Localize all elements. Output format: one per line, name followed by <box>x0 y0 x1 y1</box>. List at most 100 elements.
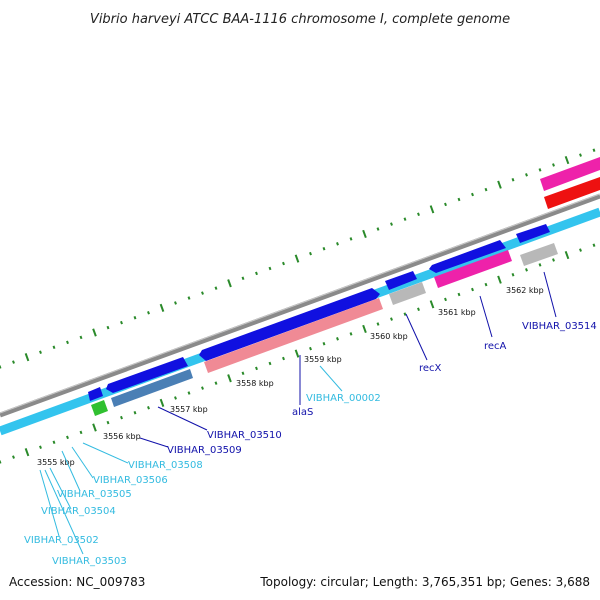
tick-label-3561: 3561 kbp <box>438 308 476 317</box>
inner-ring-tick <box>79 430 83 435</box>
outer-ring-tick <box>52 345 56 350</box>
inner-ring-tick <box>187 391 191 395</box>
forward-cds-segment-3 <box>199 288 380 361</box>
reca-gene <box>434 250 512 288</box>
outer-ring-tick <box>349 237 353 241</box>
outer-ring-tick <box>322 246 326 251</box>
outer-ring-tick <box>403 217 407 221</box>
green-gene <box>91 400 108 416</box>
forward-cds-segment-4 <box>385 271 417 290</box>
outer-ring-tick <box>120 320 123 325</box>
label-vibhar-03504: VIBHAR_03504 <box>41 506 116 517</box>
inner-ring-tick <box>120 415 123 420</box>
inner-ring-tick <box>24 448 30 457</box>
outer-ring-tick <box>376 227 380 231</box>
label-vibhar-03503: VIBHAR_03503 <box>52 556 127 567</box>
leader-recx <box>405 313 428 361</box>
outer-ring-tick <box>579 153 582 157</box>
inner-ring-tick <box>174 396 177 400</box>
inner-ring-tick <box>201 386 204 390</box>
inner-ring-tick <box>0 460 2 464</box>
alas-gene <box>204 298 383 373</box>
label-vibhar-03514: VIBHAR_03514 <box>522 321 597 332</box>
outer-ring-tick <box>429 205 435 214</box>
forward-cds-segment-1 <box>88 387 103 401</box>
leader-vibhar-03503 <box>44 469 84 555</box>
inner-ring-tick <box>92 423 97 432</box>
reverse-cds-vibhar-03510 <box>111 369 193 407</box>
gene-labels: VIBHAR_03514 recA recX VIBHAR_00002 alaS… <box>24 321 597 567</box>
tick-label-3557: 3557 kbp <box>170 405 208 414</box>
outer-ring-tick <box>538 168 542 172</box>
outer-ring-tick <box>390 222 393 226</box>
inner-ring-tick <box>268 361 272 366</box>
inner-ring-tick <box>511 273 515 277</box>
leader-vibhar-03502 <box>39 469 60 537</box>
tick-label-3558: 3558 kbp <box>236 379 274 388</box>
inner-ring-tick <box>322 341 326 346</box>
inner-ring-tick <box>497 275 502 284</box>
label-vibhar-00002: VIBHAR_00002 <box>306 393 381 404</box>
inner-ring-tick <box>227 374 232 383</box>
inner-ring-tick <box>133 410 137 415</box>
recx-gene <box>389 282 426 305</box>
inner-ring-tick <box>403 312 407 316</box>
label-vibhar-03506: VIBHAR_03506 <box>93 475 168 486</box>
leader-vibhar-03510 <box>157 406 208 431</box>
forward-cds-segment-6 <box>516 224 550 243</box>
forward-cds-segment-5 <box>429 240 506 273</box>
label-alas: alaS <box>292 407 313 418</box>
outer-ring-tick <box>66 340 69 345</box>
outer-ring-tick <box>457 197 461 202</box>
accession-text: Accession: NC_009783 <box>9 575 145 589</box>
inner-ring-tick <box>159 398 165 407</box>
leader-vibhar-03508 <box>82 442 129 464</box>
outer-ring-tick <box>255 271 258 276</box>
outer-ring-tick <box>564 155 570 165</box>
magenta-gene-far-right <box>540 157 600 191</box>
leader-vibhar-03504 <box>49 467 72 510</box>
outer-ring-tick <box>471 192 474 197</box>
outer-ring-tick <box>552 163 555 167</box>
outer-ring-tick <box>174 301 177 305</box>
label-reca: recA <box>484 341 507 352</box>
inner-ring-tick <box>282 356 285 361</box>
outer-ring-tick <box>39 350 42 354</box>
outer-dotted-ring <box>0 148 596 369</box>
map-title: Vibrio harveyi ATCC BAA-1116 chromosome … <box>90 12 510 27</box>
inner-ring-tick <box>12 455 15 459</box>
inner-ring-tick <box>255 366 258 371</box>
outer-ring-tick <box>227 279 232 288</box>
genome-backbone <box>0 193 600 418</box>
outer-ring-tick <box>24 353 30 362</box>
inner-ring-tick <box>214 381 218 385</box>
inner-ring-tick <box>147 406 150 410</box>
tick-label-3559: 3559 kbp <box>304 355 342 364</box>
inner-ring-tick <box>592 243 596 247</box>
tick-label-3556: 3556 kbp <box>103 432 141 441</box>
outer-ring-tick <box>268 266 272 271</box>
outer-ring-tick <box>106 325 110 330</box>
inner-ring-tick <box>106 420 110 425</box>
label-vibhar-03508: VIBHAR_03508 <box>128 460 203 471</box>
label-vibhar-03505: VIBHAR_03505 <box>57 489 132 500</box>
inner-ring-tick <box>376 322 380 326</box>
tick-label-3555: 3555 kbp <box>37 458 75 467</box>
outer-ring-tick <box>12 360 15 364</box>
outer-ring-tick <box>79 335 83 340</box>
outer-ring-tick <box>92 328 97 337</box>
inner-ring-tick <box>39 445 42 449</box>
label-recx: recX <box>419 363 442 374</box>
leader-vibhar-03509 <box>139 437 169 448</box>
tick-label-3562: 3562 kbp <box>506 286 544 295</box>
outer-ring-tick <box>511 178 515 182</box>
feature-tracks <box>0 157 600 436</box>
inner-ring-tick <box>362 324 367 334</box>
summary-text: Topology: circular; Length: 3,765,351 bp… <box>259 575 590 589</box>
leader-vibhar-03505 <box>61 450 81 492</box>
inner-ring-tick <box>309 346 312 351</box>
inner-ring-tick <box>66 435 69 440</box>
outer-ring-tick <box>444 202 447 207</box>
